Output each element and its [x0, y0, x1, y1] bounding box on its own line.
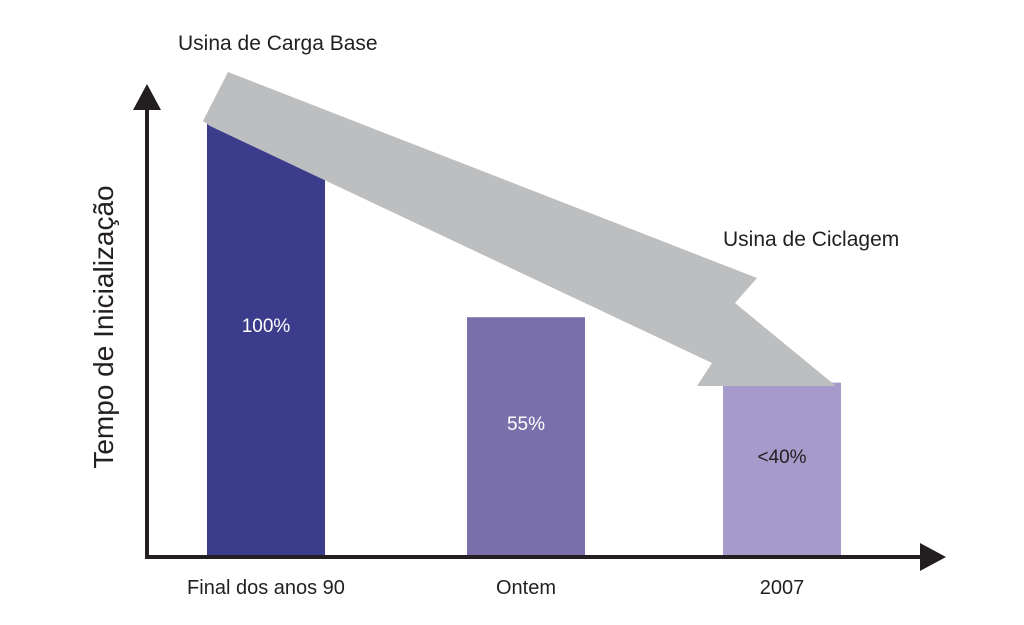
x-tick-label-2007: 2007 — [760, 577, 805, 599]
x-tick-label-ontem: Ontem — [496, 577, 556, 599]
trend-arrow — [203, 72, 836, 386]
y-axis-title: Tempo de Inicialização — [88, 185, 119, 468]
value-label-2007: <40% — [757, 447, 806, 468]
x-tick-labels: Final dos anos 90 Ontem 2007 — [187, 577, 804, 599]
axes — [133, 84, 946, 571]
x-axis-arrowhead — [920, 543, 946, 571]
annotation-usina-de-ciclagem: Usina de Ciclagem — [723, 228, 899, 251]
bar-final-dos-anos-90 — [207, 121, 325, 557]
bar-ontem — [467, 317, 585, 557]
y-axis-arrowhead — [133, 84, 161, 110]
bar-2007 — [723, 382, 841, 557]
value-label-final-dos-anos-90: 100% — [242, 316, 291, 337]
value-labels-layer: 100% 55% <40% — [242, 316, 807, 468]
annotation-usina-de-carga-base: Usina de Carga Base — [178, 32, 378, 55]
bars-layer — [207, 121, 841, 557]
x-tick-label-final-dos-anos-90: Final dos anos 90 — [187, 577, 345, 599]
value-label-ontem: 55% — [507, 414, 545, 435]
